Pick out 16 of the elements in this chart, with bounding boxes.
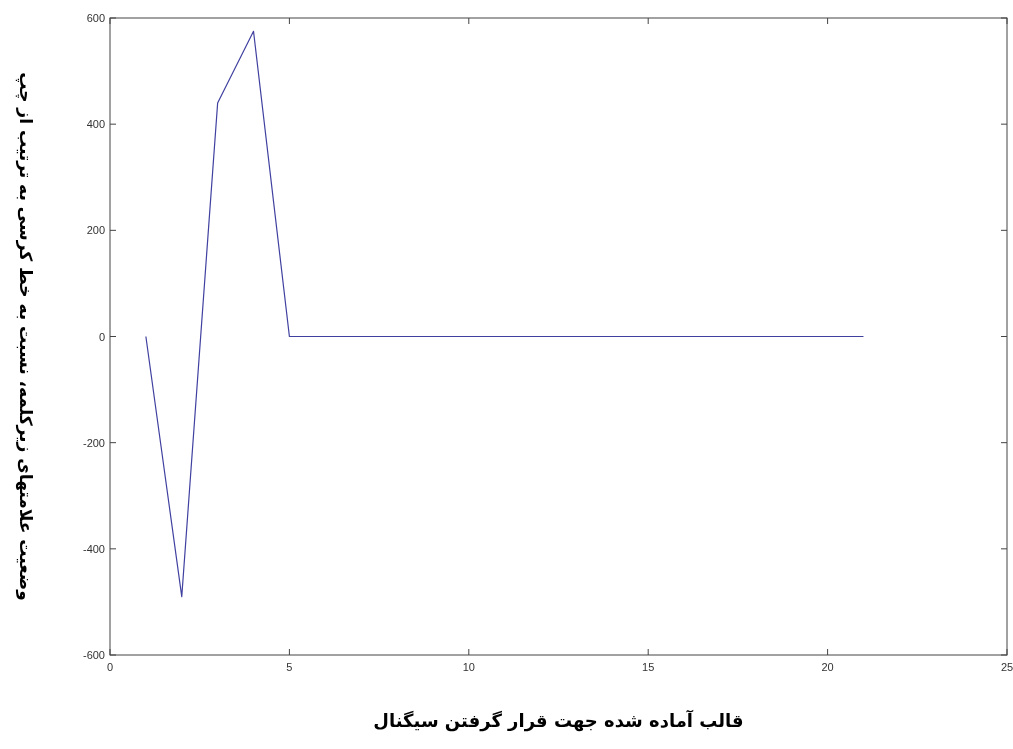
x-tick-label: 15 [642,661,655,673]
x-axis-title: قالب آماده شده جهت قرار گرفتن سیگنال [373,709,744,732]
x-tick-label: 0 [106,661,114,673]
y-tick-label: -200 [82,436,105,449]
line-series [145,30,865,598]
x-tick-label: 5 [286,661,293,673]
x-tick-label: 20 [821,661,834,673]
y-tick-label: 200 [86,224,105,237]
x-tick-label: 25 [1000,661,1013,673]
y-axis-title: وضعیت علامتهای زیرکلمه، نسبت به خط کرسی به ترتیب از چپ [15,72,36,601]
y-tick-label: 400 [86,118,105,131]
x-tick-label: 10 [462,661,475,673]
y-tick-label: -600 [82,649,105,661]
y-tick-label: 600 [86,12,105,24]
y-tick-label: -400 [82,542,105,555]
y-tick-label: 0 [98,330,105,343]
